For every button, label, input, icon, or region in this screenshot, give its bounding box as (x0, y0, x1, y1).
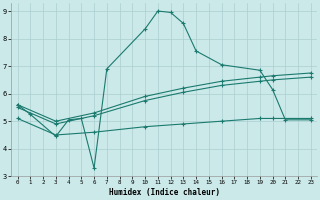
X-axis label: Humidex (Indice chaleur): Humidex (Indice chaleur) (109, 188, 220, 197)
